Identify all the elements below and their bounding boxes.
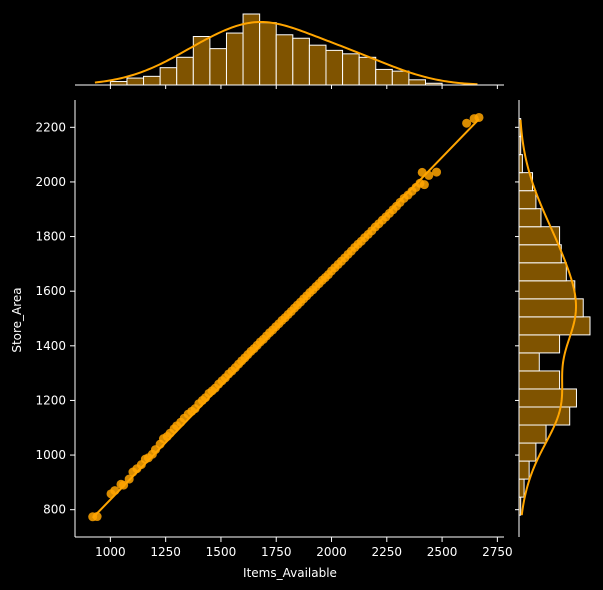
y-histogram-bar: [518, 280, 576, 300]
x-histogram-bar: [342, 53, 360, 86]
y-histogram-bar: [518, 406, 571, 426]
y-tick-label: 1000: [35, 448, 66, 462]
x-histogram-bar: [143, 75, 161, 86]
scatter-point: [474, 112, 484, 122]
y-axis-label: Store_Area: [10, 287, 24, 352]
x-tick-label: 2500: [427, 545, 458, 559]
y-histogram-bar: [518, 190, 537, 210]
scatter-point: [462, 118, 472, 128]
y-kde-curve: [519, 119, 578, 516]
x-histogram-bar: [292, 37, 310, 86]
y-histogram-bar: [518, 388, 577, 408]
y-histogram-bar: [518, 460, 530, 480]
x-tick-label: 1750: [261, 545, 292, 559]
x-histogram-bar: [259, 22, 277, 86]
y-histogram-bar: [518, 208, 542, 228]
x-histogram-bar: [375, 68, 393, 86]
x-histogram-bar: [358, 56, 377, 86]
x-tick-label: 2000: [316, 545, 347, 559]
y-tick-label: 1800: [35, 230, 66, 244]
y-histogram-bar: [518, 370, 561, 390]
y-tick-label: 800: [43, 503, 66, 517]
x-histogram-bar: [209, 48, 227, 86]
x-histogram-bar: [192, 36, 211, 86]
y-histogram-bar: [518, 478, 525, 498]
top-marginal-histogram: [75, 13, 504, 89]
y-histogram-bar: [518, 424, 547, 444]
y-tick-label: 1600: [35, 284, 66, 298]
y-tick-label: 1400: [35, 339, 66, 353]
y-histogram-bar: [518, 352, 540, 372]
x-histogram-bar: [408, 79, 426, 86]
y-tick-label: 1200: [35, 393, 66, 407]
axes: 1000 1250 1500 1750 2000 2250 2500 2750 800 1000 1…: [35, 100, 513, 559]
scatter-point: [432, 167, 442, 177]
scatter-point: [419, 180, 429, 190]
x-axis-label: Items_Available: [243, 566, 337, 580]
x-tick-label: 2250: [372, 545, 403, 559]
x-histogram-bar: [159, 67, 178, 86]
x-histogram-bar: [225, 32, 244, 86]
x-tick-label: 2750: [482, 545, 513, 559]
y-histogram-bar: [518, 154, 523, 174]
y-histogram-bar: [518, 334, 561, 354]
x-histogram-bar: [308, 44, 327, 86]
y-tick-label: 2000: [35, 175, 66, 189]
y-tick-label: 2200: [35, 120, 66, 134]
y-histogram-bar: [518, 244, 562, 264]
main-scatter-panel: [88, 112, 484, 522]
y-histogram-bar: [518, 316, 591, 336]
y-histogram-bar: [518, 442, 537, 462]
y-histogram-bar: [518, 262, 567, 282]
regression-line: [91, 118, 480, 519]
x-histogram-bar: [391, 70, 410, 86]
y-histogram-bar: [518, 298, 584, 318]
x-histogram-bar: [242, 13, 261, 86]
x-tick-label: 1500: [206, 545, 237, 559]
x-kde-curve: [94, 20, 478, 86]
x-histogram-bar: [275, 34, 294, 86]
x-tick-label: 1000: [95, 545, 126, 559]
x-histogram-bar: [126, 77, 145, 86]
x-tick-label: 1250: [150, 545, 181, 559]
right-marginal-histogram: [515, 100, 591, 537]
x-histogram-bar: [176, 56, 194, 86]
x-histogram-bar: [325, 49, 344, 86]
x-histogram-bar: [109, 81, 128, 86]
